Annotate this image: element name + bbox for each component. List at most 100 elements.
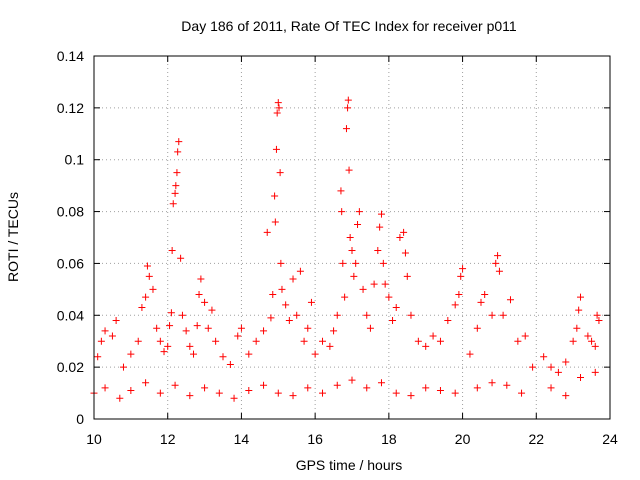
data-point bbox=[149, 285, 157, 293]
data-point bbox=[208, 306, 216, 314]
data-point bbox=[97, 337, 105, 345]
data-point bbox=[577, 293, 585, 301]
data-point bbox=[119, 363, 127, 371]
data-point bbox=[167, 309, 175, 317]
data-point bbox=[237, 324, 245, 332]
y-tick-label: 0.08 bbox=[57, 204, 84, 220]
data-point bbox=[494, 252, 502, 260]
data-point bbox=[166, 322, 174, 330]
data-point bbox=[171, 381, 179, 389]
data-point bbox=[252, 337, 260, 345]
data-point bbox=[201, 298, 209, 306]
data-point bbox=[307, 298, 315, 306]
data-point bbox=[226, 361, 234, 369]
x-tick-label: 24 bbox=[602, 431, 618, 447]
data-point bbox=[219, 353, 227, 361]
data-point bbox=[215, 389, 223, 397]
data-point bbox=[171, 189, 179, 197]
data-point bbox=[488, 379, 496, 387]
data-point bbox=[577, 374, 585, 382]
data-point bbox=[267, 314, 275, 322]
data-point bbox=[518, 389, 526, 397]
data-point bbox=[311, 350, 319, 358]
data-point bbox=[142, 379, 150, 387]
data-point bbox=[346, 234, 354, 241]
data-point bbox=[186, 342, 194, 350]
data-points bbox=[90, 96, 603, 402]
data-point bbox=[304, 324, 312, 332]
data-point bbox=[593, 311, 601, 319]
data-point bbox=[145, 272, 153, 280]
data-point bbox=[370, 280, 378, 288]
data-point bbox=[377, 379, 385, 387]
data-point bbox=[272, 145, 280, 153]
data-point bbox=[271, 192, 279, 200]
y-tick-labels: 0 0.02 0.04 0.06 0.08 0.1 0.12 0.14 bbox=[57, 48, 84, 427]
data-point bbox=[193, 322, 201, 330]
data-point bbox=[169, 200, 177, 208]
data-point bbox=[377, 210, 385, 218]
data-point bbox=[127, 350, 135, 358]
data-point bbox=[282, 301, 290, 309]
x-tick-label: 20 bbox=[455, 431, 471, 447]
data-point bbox=[277, 259, 285, 267]
data-point bbox=[273, 109, 281, 117]
x-tick-label: 18 bbox=[381, 431, 397, 447]
data-point bbox=[379, 259, 387, 267]
data-point bbox=[127, 386, 135, 394]
data-point bbox=[186, 392, 194, 400]
data-point bbox=[584, 332, 592, 340]
data-point bbox=[156, 337, 164, 345]
data-point bbox=[116, 394, 124, 402]
data-point bbox=[451, 389, 459, 397]
y-tick-label: 0 bbox=[76, 411, 84, 427]
data-point bbox=[108, 332, 116, 340]
data-point bbox=[477, 298, 485, 306]
data-point bbox=[350, 272, 358, 280]
x-tick-label: 22 bbox=[528, 431, 544, 447]
data-point bbox=[385, 293, 393, 301]
data-point bbox=[101, 327, 109, 335]
grid-lines bbox=[93, 55, 611, 420]
y-axis-label: ROTI / TECUs bbox=[5, 192, 21, 282]
data-point bbox=[492, 259, 500, 267]
data-point bbox=[285, 316, 293, 324]
data-point bbox=[330, 327, 338, 335]
data-point bbox=[569, 337, 577, 345]
data-point bbox=[337, 187, 345, 195]
data-point bbox=[529, 363, 537, 371]
data-point bbox=[591, 342, 599, 350]
data-point bbox=[363, 311, 371, 319]
data-point bbox=[339, 259, 347, 267]
data-point bbox=[392, 304, 400, 312]
data-point bbox=[451, 301, 459, 309]
data-point bbox=[591, 368, 599, 376]
data-point bbox=[338, 208, 346, 216]
data-point bbox=[344, 96, 352, 104]
data-point bbox=[392, 389, 400, 397]
data-point bbox=[333, 311, 341, 319]
data-point bbox=[503, 381, 511, 389]
data-point bbox=[521, 332, 529, 340]
data-point bbox=[212, 337, 220, 345]
data-point bbox=[562, 392, 570, 400]
data-point bbox=[354, 221, 362, 229]
data-point bbox=[459, 265, 467, 273]
data-point bbox=[554, 368, 562, 376]
data-point bbox=[363, 384, 371, 392]
data-point bbox=[197, 275, 205, 283]
data-point bbox=[348, 376, 356, 384]
data-point bbox=[201, 384, 209, 392]
data-point bbox=[173, 169, 181, 177]
x-tick-label: 14 bbox=[234, 431, 250, 447]
data-point bbox=[300, 337, 308, 345]
data-point bbox=[414, 337, 422, 345]
data-point bbox=[319, 337, 327, 345]
data-point bbox=[177, 254, 185, 262]
data-point bbox=[269, 291, 277, 299]
data-point bbox=[234, 332, 242, 340]
data-point bbox=[138, 304, 146, 312]
data-point bbox=[278, 285, 286, 293]
data-point bbox=[595, 316, 603, 324]
